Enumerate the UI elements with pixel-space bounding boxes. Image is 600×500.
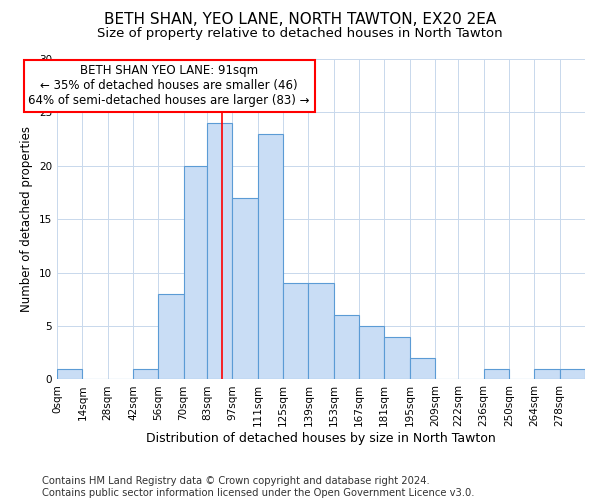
Bar [535,369,560,380]
Bar [384,336,410,380]
Bar [560,369,585,380]
Bar [484,369,509,380]
Bar [334,316,359,380]
Bar [283,284,308,380]
Text: Size of property relative to detached houses in North Tawton: Size of property relative to detached ho… [97,28,503,40]
Bar [158,294,184,380]
Bar [184,166,207,380]
Bar [359,326,384,380]
Text: Contains HM Land Registry data © Crown copyright and database right 2024.
Contai: Contains HM Land Registry data © Crown c… [42,476,475,498]
Bar [133,369,158,380]
Y-axis label: Number of detached properties: Number of detached properties [20,126,34,312]
Bar [57,369,82,380]
Bar [207,123,232,380]
Bar [308,284,334,380]
Bar [232,198,258,380]
Text: BETH SHAN YEO LANE: 91sqm
← 35% of detached houses are smaller (46)
64% of semi-: BETH SHAN YEO LANE: 91sqm ← 35% of detac… [28,64,310,108]
Bar [258,134,283,380]
Bar [410,358,435,380]
X-axis label: Distribution of detached houses by size in North Tawton: Distribution of detached houses by size … [146,432,496,445]
Text: BETH SHAN, YEO LANE, NORTH TAWTON, EX20 2EA: BETH SHAN, YEO LANE, NORTH TAWTON, EX20 … [104,12,496,28]
